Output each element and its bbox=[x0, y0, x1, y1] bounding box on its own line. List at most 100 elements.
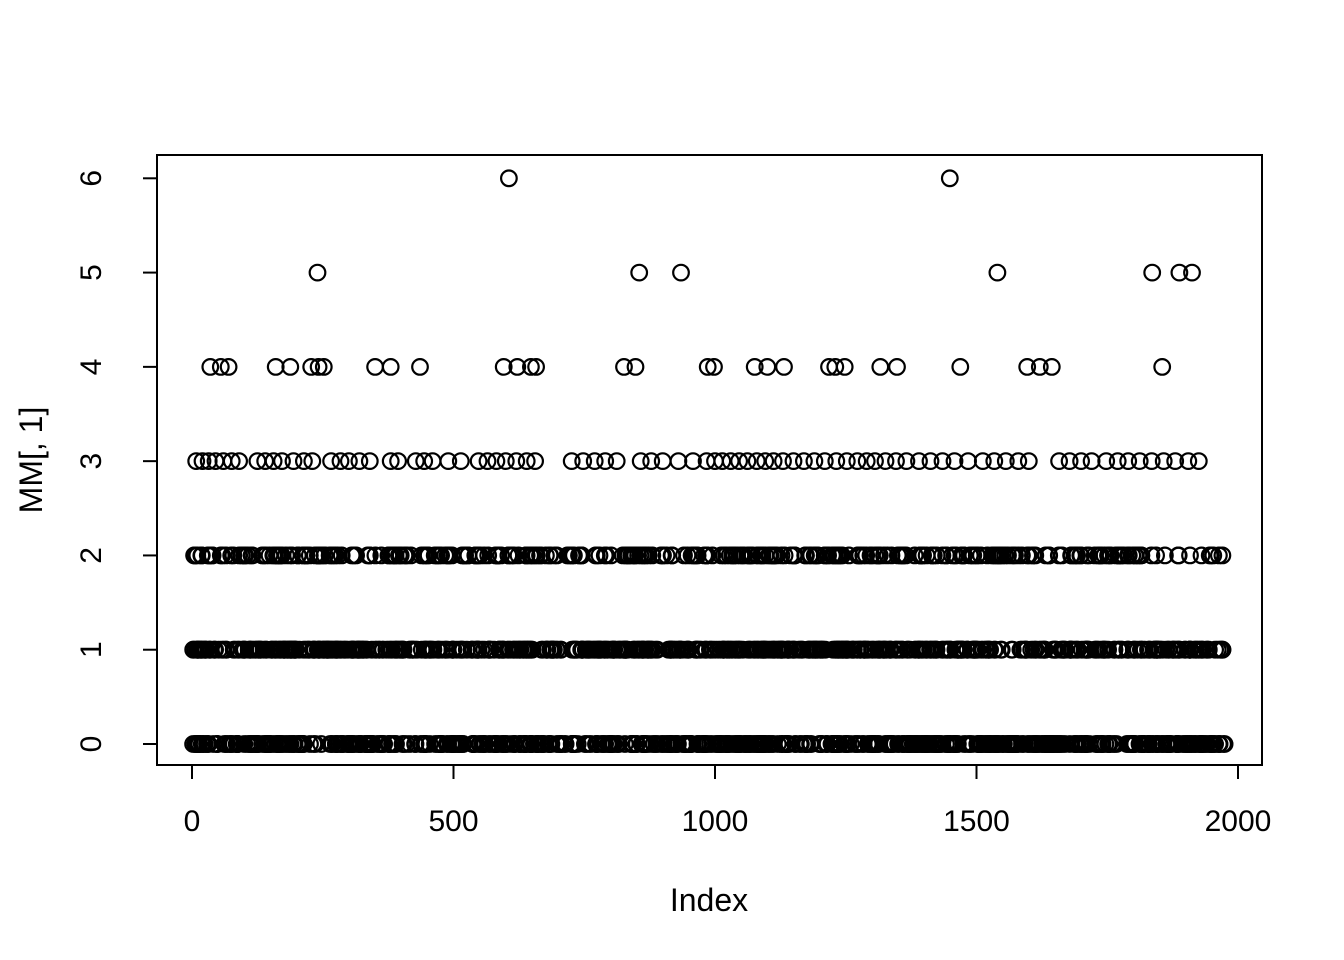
data-point bbox=[621, 735, 640, 753]
data-point bbox=[1119, 452, 1138, 471]
data-point bbox=[492, 546, 511, 565]
data-point bbox=[943, 546, 962, 565]
data-point bbox=[732, 735, 751, 753]
data-point bbox=[752, 546, 770, 565]
data-point bbox=[779, 735, 798, 753]
data-point bbox=[451, 452, 470, 471]
data-point bbox=[1159, 735, 1178, 753]
data-point bbox=[1072, 640, 1091, 659]
data-point bbox=[467, 546, 486, 565]
data-point bbox=[354, 640, 373, 659]
data-point bbox=[500, 169, 518, 188]
data-point bbox=[501, 546, 520, 565]
data-point bbox=[1143, 263, 1162, 282]
data-point bbox=[851, 546, 869, 565]
data-point bbox=[827, 452, 846, 471]
data-point bbox=[302, 358, 321, 376]
data-point bbox=[1196, 735, 1215, 753]
data-point bbox=[295, 452, 313, 471]
data-point bbox=[1154, 452, 1173, 471]
data-point bbox=[479, 546, 498, 565]
data-point bbox=[969, 735, 988, 753]
data-point bbox=[229, 735, 248, 753]
data-point bbox=[993, 735, 1012, 753]
data-point bbox=[826, 358, 845, 376]
data-point bbox=[1147, 640, 1166, 659]
data-point bbox=[548, 546, 566, 565]
data-point bbox=[389, 452, 408, 471]
data-point bbox=[1155, 546, 1174, 565]
x-tick-label: 1000 bbox=[682, 805, 749, 838]
data-point bbox=[324, 546, 343, 565]
data-point bbox=[617, 640, 635, 659]
data-point bbox=[366, 358, 385, 376]
data-point bbox=[1101, 546, 1120, 565]
data-point bbox=[598, 640, 617, 659]
data-point bbox=[1108, 452, 1127, 471]
data-point bbox=[843, 640, 861, 659]
data-point bbox=[1169, 640, 1188, 659]
data-point bbox=[406, 452, 425, 471]
data-point bbox=[514, 735, 533, 753]
data-point bbox=[1169, 546, 1187, 565]
data-point bbox=[596, 452, 615, 471]
data-point bbox=[927, 640, 946, 659]
data-point bbox=[438, 640, 457, 659]
data-point bbox=[958, 640, 977, 659]
y-tick-label: 1 bbox=[75, 641, 108, 658]
data-point bbox=[1011, 640, 1030, 659]
data-point bbox=[189, 735, 208, 753]
data-point bbox=[1142, 546, 1161, 565]
data-point bbox=[1095, 546, 1114, 565]
data-point bbox=[224, 546, 243, 565]
data-point bbox=[184, 640, 203, 659]
data-point bbox=[381, 452, 400, 471]
data-point bbox=[629, 640, 647, 659]
data-point bbox=[951, 358, 970, 376]
data-point bbox=[597, 546, 616, 565]
data-point bbox=[271, 546, 290, 565]
data-point bbox=[1179, 452, 1198, 471]
data-point bbox=[657, 546, 676, 565]
data-point bbox=[712, 546, 731, 565]
data-point bbox=[1082, 452, 1101, 471]
data-point bbox=[720, 640, 739, 659]
data-point bbox=[1140, 640, 1159, 659]
data-point bbox=[663, 546, 682, 565]
data-point bbox=[278, 735, 297, 753]
data-point bbox=[442, 735, 460, 753]
data-point bbox=[738, 452, 757, 471]
data-point bbox=[946, 735, 965, 753]
data-point bbox=[264, 452, 283, 471]
x-tick-label: 0 bbox=[184, 805, 201, 838]
data-point bbox=[1009, 452, 1028, 471]
data-point bbox=[698, 358, 717, 376]
data-point bbox=[481, 640, 499, 659]
data-point bbox=[1189, 452, 1208, 471]
data-point bbox=[846, 735, 865, 753]
data-point bbox=[967, 546, 986, 565]
data-point bbox=[904, 735, 923, 753]
data-point bbox=[315, 546, 334, 565]
data-point bbox=[257, 735, 276, 753]
data-point bbox=[712, 735, 731, 753]
data-point bbox=[193, 452, 212, 471]
data-point bbox=[1202, 546, 1220, 565]
data-point bbox=[217, 546, 235, 565]
data-point bbox=[427, 546, 446, 565]
data-point bbox=[916, 735, 935, 753]
data-point bbox=[418, 546, 437, 565]
data-point bbox=[1202, 735, 1221, 753]
data-point bbox=[289, 546, 307, 565]
data-point bbox=[745, 358, 764, 376]
data-point bbox=[796, 546, 815, 565]
y-axis: 0 1 2 3 4 5 6 bbox=[75, 170, 157, 752]
data-point bbox=[1213, 546, 1232, 565]
data-point bbox=[973, 452, 992, 471]
data-point bbox=[439, 452, 458, 471]
data-point bbox=[1066, 640, 1085, 659]
data-point bbox=[256, 452, 275, 471]
data-point bbox=[921, 640, 939, 659]
data-point bbox=[756, 546, 775, 565]
